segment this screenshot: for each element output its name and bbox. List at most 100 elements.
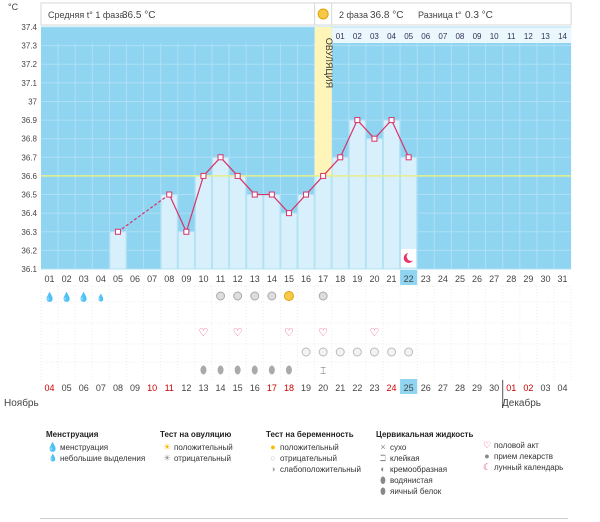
temperature-point	[217, 154, 224, 161]
header-bar	[40, 2, 572, 26]
creamy-icon: ◐	[380, 464, 386, 474]
date-label: 24	[387, 383, 397, 393]
ovulation-label: ОВУЛЯЦИЯ	[324, 38, 334, 88]
creamy-icon	[217, 365, 224, 375]
month-label-november: Ноябрь	[4, 398, 39, 409]
legend-menstruation: Менструация 💧 менструация 💧 небольшие выде…	[46, 429, 145, 464]
temperature-bar	[212, 156, 230, 270]
temperature-bar	[314, 175, 332, 270]
y-axis-unit: °C	[8, 2, 19, 12]
drop-icon: 💧	[78, 291, 89, 302]
white-circle-icon	[387, 347, 397, 357]
gray-sun-icon	[267, 291, 277, 301]
phase1-value: 36.5 °C	[122, 10, 155, 21]
date-label: 02	[523, 383, 533, 393]
temperature-point	[285, 210, 292, 217]
moon-icon: ☾	[482, 462, 492, 472]
cycle-day-label: 22	[404, 274, 414, 284]
gray-sun-icon	[216, 291, 226, 301]
cross-icon: ×	[380, 442, 386, 452]
temperature-point	[268, 191, 275, 198]
sun-icon: ☀	[162, 442, 172, 452]
date-label: 17	[267, 383, 277, 393]
date-label: 23	[369, 383, 379, 393]
legend-item-ov-positive: ☀ положительный	[160, 442, 233, 453]
eggwhite-icon: ⬮	[380, 486, 386, 496]
legend-item-ov-negative: ☀ отрицательный	[160, 453, 233, 464]
cycle-day-label: 13	[250, 274, 260, 284]
temperature-point	[183, 228, 190, 235]
creamy-icon	[234, 365, 241, 375]
temperature-point	[337, 154, 344, 161]
cycle-day-label: 24	[438, 274, 448, 284]
white-circle-icon: ○	[270, 453, 276, 463]
heart-icon: ♡	[318, 327, 328, 339]
temperature-line	[271, 194, 290, 214]
date-label: 01	[506, 383, 516, 393]
temperature-point	[234, 172, 241, 179]
sticky-icon: ⌶	[320, 366, 326, 377]
temperature-line	[322, 156, 341, 177]
y-tick-label: 37.4	[21, 23, 37, 32]
cycle-day-label: 11	[216, 274, 225, 284]
post-ovulation-day-label: 13	[541, 32, 550, 41]
post-ovulation-header	[331, 27, 572, 43]
heart-icon: ♡	[199, 327, 209, 339]
creamy-icon	[251, 365, 258, 375]
phase2-value: 36.8 °C	[370, 10, 403, 21]
y-tick-label: 36.3	[21, 228, 37, 237]
white-circle-icon	[404, 347, 414, 357]
post-ovulation-day-label: 06	[421, 32, 430, 41]
temperature-line	[168, 194, 187, 233]
legend-ovulation-test: Тест на овуляцию ☀ положительный ☀ отрицат…	[160, 429, 233, 464]
temperature-line	[339, 119, 358, 158]
moon-icon-cutout	[406, 252, 416, 261]
gray-sun-icon: ☀	[162, 453, 172, 463]
legend-item-eggwhite: ⬮ яичный белок	[376, 486, 473, 497]
date-label: 26	[421, 383, 431, 393]
y-tick-label: 36.2	[21, 246, 37, 255]
cycle-day-label: 07	[147, 274, 157, 284]
y-tick-label: 37.2	[21, 60, 37, 69]
temperature-line	[288, 194, 307, 214]
legend-item-intercourse: ♡ половой акт	[480, 440, 563, 451]
today-highlight	[400, 379, 418, 394]
temperature-line	[356, 119, 375, 140]
y-tick-label: 37.3	[21, 42, 37, 51]
heart-icon: ♡	[482, 440, 492, 450]
date-label: 13	[198, 383, 208, 393]
temperature-bar	[383, 119, 401, 270]
legend-item-sticky: ℶ клейкая	[376, 453, 473, 464]
diff-label: Разница t°	[418, 10, 462, 20]
cycle-day-label: 09	[181, 274, 191, 284]
date-label: 07	[96, 383, 106, 393]
y-tick-label: 36.6	[21, 172, 37, 181]
date-label: 28	[455, 383, 465, 393]
post-ovulation-day-label: 05	[404, 32, 413, 41]
small-drop-icon: 💧	[96, 293, 105, 302]
date-label: 27	[438, 383, 448, 393]
white-circle-icon	[301, 347, 311, 357]
cycle-day-label: 17	[318, 274, 328, 284]
gray-sun-icon	[233, 291, 243, 301]
temperature-point	[166, 191, 173, 198]
temperature-bar	[194, 175, 212, 270]
cycle-day-label: 08	[164, 274, 174, 284]
cycle-day-label: 05	[113, 274, 123, 284]
cycle-day-label: 02	[62, 274, 72, 284]
date-label: 18	[284, 383, 294, 393]
cycle-day-label: 15	[284, 274, 294, 284]
white-circle-icon	[369, 347, 379, 357]
temperature-bar	[263, 194, 281, 270]
date-label: 29	[472, 383, 482, 393]
cycle-day-label: 03	[79, 274, 89, 284]
date-label: 10	[147, 383, 157, 393]
temperature-bar	[109, 231, 127, 270]
y-tick-label: 37.1	[21, 79, 37, 88]
creamy-icon	[285, 365, 292, 375]
date-label: 12	[181, 383, 191, 393]
legend-title-cervical: Цервикальная жидкость	[376, 430, 474, 439]
gray-sun-icon	[318, 291, 328, 301]
temperature-point	[114, 228, 121, 235]
